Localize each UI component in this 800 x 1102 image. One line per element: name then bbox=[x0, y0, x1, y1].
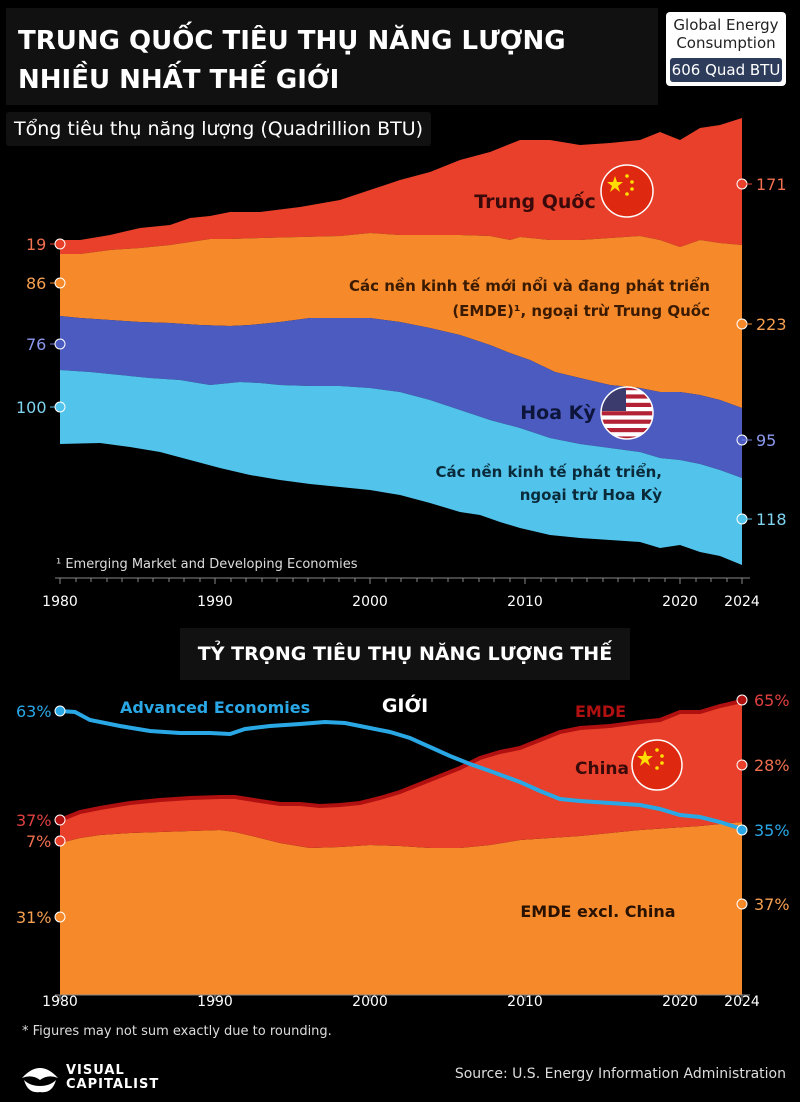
china-share-area bbox=[60, 701, 742, 848]
bottom-x-ticks bbox=[59, 995, 743, 1001]
top-x-tick-2000: 2000 bbox=[352, 594, 388, 610]
emde-area-label-line1: Các nền kinh tế mới nổi và đang phát tri… bbox=[349, 276, 710, 295]
emde-share-label: EMDE bbox=[575, 702, 626, 721]
us-flag-icon bbox=[600, 386, 654, 440]
logo-line1: VISUAL bbox=[66, 1063, 125, 1078]
advanced-share-line bbox=[59, 709, 743, 831]
china-area bbox=[60, 118, 742, 254]
emde-ex-china-area bbox=[60, 233, 742, 408]
advanced-share-start: 63% bbox=[16, 702, 52, 721]
top-footnote: ¹ Emerging Market and Developing Economi… bbox=[56, 557, 358, 572]
bottom-x-tick-labels: 1980 1990 2000 2010 2020 2024 bbox=[42, 994, 760, 1010]
top-x-tick-2024: 2024 bbox=[724, 594, 760, 610]
advanced-area-label-line2: ngoại trừ Hoa Kỳ bbox=[520, 486, 663, 504]
china-flag-icon bbox=[600, 164, 654, 218]
emde-ex-china-share-end: 37% bbox=[754, 895, 790, 914]
us-area-label: Hoa Kỳ bbox=[520, 402, 596, 424]
china-start-value: 19 bbox=[26, 235, 46, 254]
us-area bbox=[60, 316, 742, 478]
page-title: TRUNG QUỐC TIÊU THỤ NĂNG LƯỢNG NHIỀU NHẤ… bbox=[18, 26, 566, 95]
emde-ex-china-share-area bbox=[60, 822, 742, 995]
emde-share-line bbox=[59, 699, 743, 822]
bottom-chart: 1980 1990 2000 2010 2020 2024 Advanced E… bbox=[16, 691, 790, 1010]
badge-value: 606 Quad BTU bbox=[670, 58, 782, 82]
top-end-labels: 171 223 95 118 bbox=[736, 175, 787, 529]
china-share-end: 28% bbox=[754, 756, 790, 775]
bottom-chart-title: TỶ TRỌNG TIÊU THỤ NĂNG LƯỢNG THẾ GIỚI bbox=[180, 628, 630, 717]
badge-line2: Consumption bbox=[676, 34, 776, 52]
emde-area-label-line2: (EMDE)¹, ngoại trừ Trung Quốc bbox=[452, 301, 710, 320]
emde-end-value: 223 bbox=[756, 315, 787, 334]
global-consumption-badge: Global Energy Consumption 606 Quad BTU bbox=[666, 12, 786, 86]
emde-ex-china-share-start: 31% bbox=[16, 908, 52, 927]
bottom-x-tick-2000: 2000 bbox=[352, 994, 388, 1010]
china-area-label: Trung Quốc bbox=[474, 190, 596, 213]
advanced-ex-us-area bbox=[60, 370, 742, 565]
advanced-start-value: 100 bbox=[16, 398, 47, 417]
emde-share-start: 37% bbox=[16, 811, 52, 830]
bottom-x-tick-2010: 2010 bbox=[507, 994, 543, 1010]
bottom-x-tick-1980: 1980 bbox=[42, 994, 78, 1010]
top-x-tick-labels: 1980 1990 2000 2010 2020 2024 bbox=[42, 594, 760, 610]
advanced-end-value: 118 bbox=[756, 510, 787, 529]
logo-text: VISUAL CAPITALIST bbox=[66, 1064, 159, 1092]
top-x-ticks bbox=[59, 578, 743, 584]
us-end-value: 95 bbox=[756, 431, 776, 450]
china-share-start: 7% bbox=[26, 832, 51, 851]
advanced-share-label: Advanced Economies bbox=[120, 698, 310, 717]
rounding-note: * Figures may not sum exactly due to rou… bbox=[22, 1024, 332, 1039]
bottom-x-tick-1990: 1990 bbox=[197, 994, 233, 1010]
china-flag-icon-bottom bbox=[631, 739, 683, 791]
top-chart: 1980 1990 2000 2010 2020 2024 ¹ Emerging… bbox=[16, 118, 787, 610]
china-end-value: 171 bbox=[756, 175, 787, 194]
advanced-area-label-line1: Các nền kinh tế phát triển, bbox=[436, 462, 662, 481]
top-x-tick-2010: 2010 bbox=[507, 594, 543, 610]
bottom-x-tick-2020: 2020 bbox=[662, 994, 698, 1010]
top-x-tick-1980: 1980 bbox=[42, 594, 78, 610]
badge-line1: Global Energy bbox=[673, 16, 779, 34]
bottom-x-tick-2024: 2024 bbox=[724, 994, 760, 1010]
title-box: TRUNG QUỐC TIÊU THỤ NĂNG LƯỢNG NHIỀU NHẤ… bbox=[6, 8, 658, 105]
top-chart-subtitle: Tổng tiêu thụ năng lượng (Quadrillion BT… bbox=[6, 112, 432, 146]
us-start-value: 76 bbox=[26, 335, 46, 354]
source-text: Source: U.S. Energy Information Administ… bbox=[454, 1066, 786, 1082]
bottom-start-labels: 63% 37% 7% 31% bbox=[16, 702, 66, 927]
china-share-label: China bbox=[575, 759, 629, 779]
emde-start-value: 86 bbox=[26, 274, 46, 293]
advanced-share-end: 35% bbox=[754, 821, 790, 840]
emde-ex-china-share-label: EMDE excl. China bbox=[520, 902, 675, 921]
bottom-end-labels: 65% 28% 35% 37% bbox=[736, 691, 790, 914]
logo-line2: CAPITALIST bbox=[66, 1077, 160, 1092]
visual-capitalist-logo-icon bbox=[22, 1068, 58, 1093]
top-start-labels: 19 86 76 100 bbox=[16, 235, 66, 417]
top-x-tick-2020: 2020 bbox=[662, 594, 698, 610]
emde-share-end: 65% bbox=[754, 691, 790, 710]
top-x-tick-1990: 1990 bbox=[197, 594, 233, 610]
